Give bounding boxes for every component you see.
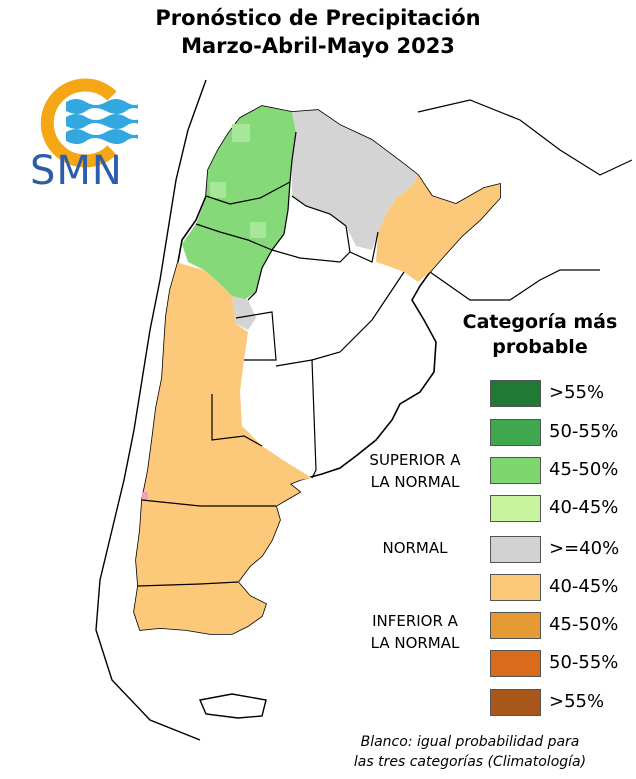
legend-label-inferior-50-55: 50-55% (549, 652, 619, 673)
legend-group-superior-line1: SUPERIOR A (369, 451, 461, 469)
region-green-light-1 (232, 124, 250, 142)
legend-group-superior-line2: LA NORMAL (370, 473, 460, 491)
logo-wave-2 (66, 114, 138, 129)
map-subtitle: Marzo-Abril-Mayo 2023 (181, 34, 455, 58)
legend-swatch-inferior-50-55 (490, 650, 541, 677)
region-normal-gray-north (292, 110, 418, 250)
legend-label-superior-gt55: >55% (549, 382, 605, 403)
tierra-del-fuego (199, 693, 267, 719)
legend-group-inferior-line2: LA NORMAL (370, 634, 460, 652)
region-normal-gray-cuyo (232, 296, 256, 330)
region-inferior-central (134, 262, 312, 634)
legend-label-normal: >=40% (549, 538, 620, 559)
legend-group-normal: NORMAL (382, 539, 448, 557)
legend-title: Categoría más (462, 311, 618, 333)
neighbor-border-1 (417, 99, 633, 176)
legend-label-inferior-45-50: 45-50% (549, 614, 619, 635)
logo-sun-ring (40, 78, 117, 168)
legend-label-inferior-gt55: >55% (549, 691, 605, 712)
legend-swatch-inferior-gt55 (490, 689, 541, 716)
note-line2: las tres categorías (Climatología) (353, 754, 587, 770)
smn-logo (40, 78, 138, 168)
map-title: Pronóstico de Precipitación (155, 6, 481, 30)
region-green-light-2 (210, 182, 226, 198)
chile-coast (95, 79, 207, 741)
legend-label-superior-50-55: 50-55% (549, 421, 619, 442)
legend-group-inferior-line1: INFERIOR A (372, 612, 458, 630)
region-inferior-mesopotamia (376, 175, 500, 282)
pink-pixel (142, 492, 148, 500)
legend-swatch-superior-50-55 (490, 419, 541, 446)
province-borders (137, 131, 405, 587)
region-superior-green (182, 106, 296, 300)
legend-swatch-superior-45-50 (490, 457, 541, 484)
legend-title-line2: probable (492, 336, 588, 358)
logo-wave-1 (66, 99, 138, 114)
legend-label-inferior-40-45: 40-45% (549, 576, 619, 597)
legend-swatch-inferior-45-50 (490, 612, 541, 639)
legend-label-superior-40-45: 40-45% (549, 497, 619, 518)
legend-swatch-superior-gt55 (490, 380, 541, 407)
smn-logo-text: SMN (30, 148, 123, 194)
note-line1: Blanco: igual probabilidad para (360, 734, 580, 750)
legend-swatch-superior-40-45 (490, 495, 541, 522)
legend-label-superior-45-50: 45-50% (549, 459, 619, 480)
legend-swatch-inferior-40-45 (490, 574, 541, 601)
region-green-light-3 (250, 222, 266, 238)
neighbor-border-2 (429, 269, 600, 301)
legend-swatch-normal (490, 536, 541, 563)
logo-wave-3 (66, 129, 138, 144)
